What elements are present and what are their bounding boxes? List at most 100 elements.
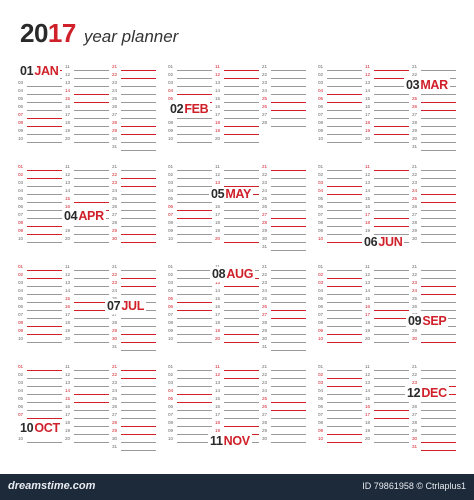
day-row[interactable]: 10 (168, 336, 212, 344)
day-row[interactable]: 22 (262, 372, 306, 380)
day-row[interactable]: 21 (412, 364, 456, 372)
day-row[interactable]: 09 (168, 228, 212, 236)
day-row[interactable]: 28 (262, 420, 306, 428)
day-row[interactable]: 30 (262, 336, 306, 344)
day-row[interactable]: 25 (412, 296, 456, 304)
day-row[interactable]: 30 (412, 236, 456, 244)
day-row[interactable]: 28 (262, 320, 306, 328)
day-row[interactable]: 03 (18, 80, 62, 88)
day-row[interactable]: 01 (18, 364, 62, 372)
day-row[interactable]: 03 (168, 180, 212, 188)
day-row[interactable]: 27 (262, 312, 306, 320)
day-row[interactable]: 18 (65, 420, 109, 428)
day-row[interactable]: 15 (365, 196, 409, 204)
day-row[interactable]: 29 (112, 128, 156, 136)
day-row[interactable]: 14 (215, 388, 259, 396)
day-row[interactable]: 07 (168, 312, 212, 320)
day-row[interactable]: 22 (412, 272, 456, 280)
day-row[interactable]: 09 (318, 328, 362, 336)
day-row[interactable]: 05 (318, 296, 362, 304)
day-row[interactable]: 30 (112, 236, 156, 244)
day-row[interactable]: 14 (65, 188, 109, 196)
day-row[interactable]: 01 (318, 364, 362, 372)
day-row[interactable]: 19 (365, 328, 409, 336)
day-row[interactable]: 31 (112, 344, 156, 352)
day-row[interactable]: 20 (215, 136, 259, 144)
day-row[interactable]: 08 (18, 320, 62, 328)
day-row[interactable]: 25 (262, 296, 306, 304)
day-row[interactable]: 17 (215, 412, 259, 420)
day-row[interactable]: 05 (18, 396, 62, 404)
day-row[interactable]: 10 (18, 236, 62, 244)
day-row[interactable]: 03 (18, 280, 62, 288)
day-row[interactable]: 18 (215, 320, 259, 328)
day-row[interactable]: 02 (318, 272, 362, 280)
day-row[interactable]: 13 (65, 180, 109, 188)
day-row[interactable]: 04 (168, 288, 212, 296)
day-row[interactable]: 25 (412, 96, 456, 104)
day-row[interactable]: 10 (318, 436, 362, 444)
day-row[interactable]: 05 (318, 396, 362, 404)
day-row[interactable]: 28 (112, 420, 156, 428)
day-row[interactable]: 27 (262, 112, 306, 120)
day-row[interactable]: 05 (318, 196, 362, 204)
day-row[interactable]: 26 (112, 204, 156, 212)
day-row[interactable]: 26 (112, 104, 156, 112)
day-row[interactable]: 20 (65, 336, 109, 344)
day-row[interactable]: 25 (262, 196, 306, 204)
day-row[interactable]: 11 (65, 64, 109, 72)
day-row[interactable]: 24 (262, 288, 306, 296)
day-row[interactable]: 18 (365, 420, 409, 428)
day-row[interactable]: 01 (168, 64, 212, 72)
day-row[interactable]: 14 (365, 188, 409, 196)
day-row[interactable]: 19 (65, 128, 109, 136)
day-row[interactable]: 24 (112, 288, 156, 296)
day-row[interactable]: 19 (65, 428, 109, 436)
day-row[interactable]: 22 (412, 372, 456, 380)
day-row[interactable]: 10 (168, 436, 212, 444)
day-row[interactable]: 24 (262, 88, 306, 96)
day-row[interactable]: 08 (318, 420, 362, 428)
day-row[interactable]: 15 (65, 396, 109, 404)
day-row[interactable]: 19 (215, 128, 259, 136)
day-row[interactable]: 13 (365, 280, 409, 288)
day-row[interactable]: 21 (262, 164, 306, 172)
day-row[interactable]: 26 (262, 304, 306, 312)
day-row[interactable]: 18 (365, 220, 409, 228)
day-row[interactable]: 14 (365, 388, 409, 396)
day-row[interactable]: 26 (412, 304, 456, 312)
day-row[interactable]: 04 (318, 188, 362, 196)
day-row[interactable]: 06 (318, 404, 362, 412)
day-row[interactable]: 28 (412, 120, 456, 128)
day-row[interactable]: 05 (168, 396, 212, 404)
day-row[interactable]: 29 (262, 428, 306, 436)
day-row[interactable]: 21 (262, 64, 306, 72)
day-row[interactable]: 10 (318, 236, 362, 244)
day-row[interactable]: 25 (262, 96, 306, 104)
day-row[interactable]: 20 (215, 236, 259, 244)
day-row[interactable]: 04 (168, 88, 212, 96)
day-row[interactable]: 29 (262, 228, 306, 236)
day-row[interactable]: 31 (412, 144, 456, 152)
day-row[interactable]: 06 (18, 204, 62, 212)
day-row[interactable]: 28 (112, 320, 156, 328)
day-row[interactable]: 21 (262, 264, 306, 272)
day-row[interactable]: 24 (412, 288, 456, 296)
day-row[interactable]: 22 (412, 172, 456, 180)
day-row[interactable]: 09 (318, 128, 362, 136)
day-row[interactable]: 09 (18, 128, 62, 136)
day-row[interactable]: 21 (112, 264, 156, 272)
day-row[interactable]: 18 (215, 220, 259, 228)
day-row[interactable]: 16 (65, 104, 109, 112)
day-row[interactable]: 20 (215, 336, 259, 344)
day-row[interactable]: 16 (215, 404, 259, 412)
day-row[interactable]: 15 (365, 396, 409, 404)
day-row[interactable]: 02 (168, 272, 212, 280)
day-row[interactable]: 10 (318, 336, 362, 344)
day-row[interactable]: 11 (215, 164, 259, 172)
day-row[interactable]: 09 (318, 428, 362, 436)
day-row[interactable]: 09 (168, 128, 212, 136)
day-row[interactable]: 03 (168, 80, 212, 88)
day-row[interactable]: 20 (65, 136, 109, 144)
day-row[interactable]: 03 (18, 180, 62, 188)
